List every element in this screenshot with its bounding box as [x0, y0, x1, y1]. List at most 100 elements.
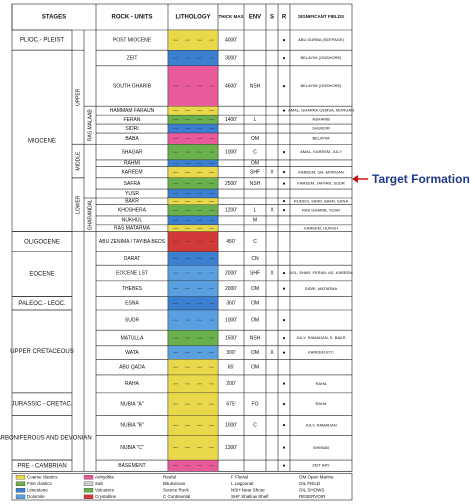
legend-label: Reefal: [163, 474, 176, 479]
rock-unit: DARAT: [124, 256, 141, 262]
legend-label: L Lagoonal: [231, 481, 253, 486]
environment: SHF: [250, 270, 260, 276]
substage-label: UPPER: [75, 88, 81, 106]
reservoir-symbol: ●: [282, 286, 285, 292]
source-symbol: X: [270, 170, 274, 176]
rock-unit: NUBIA "B": [120, 423, 144, 429]
rock-unit: NUBIA "A": [120, 401, 144, 407]
field-names: JULY, RAMADAN, S. BAKR: [296, 335, 345, 340]
legend-swatch: [15, 488, 26, 493]
legend-label: F Fluvial: [231, 474, 248, 479]
legend-swatch: [83, 475, 94, 480]
rock-unit: BASEMENT: [118, 463, 146, 469]
header-label: THICK MAX: [219, 14, 244, 19]
header-label: R: [282, 15, 287, 21]
thickness: 2000': [225, 286, 237, 292]
rock-unit: EOCENE LST: [116, 270, 148, 276]
reservoir-symbol: ●: [282, 270, 285, 276]
legend-label: RESERVOIR: [299, 494, 326, 499]
reservoir-symbol: ●: [282, 199, 285, 205]
rock-unit: HAMMAM FARAUN: [110, 108, 155, 114]
legend-swatch: [15, 494, 26, 499]
environment: OM: [251, 136, 259, 142]
field-names: KAREEM, HURGH: [304, 225, 338, 230]
legend-frame: [11, 472, 353, 501]
thickness: 1000': [225, 423, 237, 429]
thickness: 360': [226, 301, 235, 307]
reservoir-symbol: ●: [282, 335, 285, 341]
rock-unit: KAREEM: [121, 170, 142, 176]
header-label: LITHOLOGY: [176, 15, 211, 21]
thickness: 450': [226, 239, 235, 245]
thickness: 1000': [225, 149, 237, 155]
rock-unit: YUSR: [125, 191, 139, 197]
thickness: 1400': [225, 117, 237, 123]
reservoir-symbol: ●: [282, 317, 285, 323]
thickness: 1300': [225, 445, 237, 451]
stage-label: OLIGOCENE: [24, 239, 60, 245]
reservoir-symbol: ●: [282, 170, 285, 176]
header-label: ENV: [249, 15, 261, 21]
rock-unit: THEBES: [122, 286, 143, 292]
thickness: 2500': [225, 181, 237, 187]
environment: SHF: [250, 170, 260, 176]
legend-swatch: [15, 475, 26, 480]
rock-unit: ESNA: [125, 301, 139, 307]
rock-unit: RAS MATARMA: [114, 226, 151, 232]
environment: OM: [251, 286, 259, 292]
thickness: 200': [226, 381, 235, 387]
header-label: ROCK - UNITS: [112, 15, 153, 21]
field-names: ZEIT BAY: [312, 463, 330, 468]
environment: L: [254, 208, 257, 214]
rock-unit: FERAN: [124, 117, 141, 123]
reservoir-symbol: ●: [282, 350, 285, 356]
field-names: SHEBAB: [313, 445, 330, 450]
rock-unit: ZEIT: [127, 55, 138, 61]
legend-label: Bituminous: [163, 481, 186, 486]
environment: OM: [251, 301, 259, 307]
legend-swatch: [83, 488, 94, 493]
header-label: S: [270, 15, 274, 21]
thickness: 4000': [225, 37, 237, 43]
legend-swatch: [15, 481, 26, 486]
rock-unit: NUKHUL: [122, 218, 143, 224]
thickness: 4600': [225, 83, 237, 89]
legend-label: Limestone: [27, 487, 48, 492]
source-symbol: X: [270, 350, 274, 356]
header-label: STAGES: [42, 15, 66, 21]
reservoir-symbol: ●: [282, 37, 285, 43]
environment: NSH: [250, 83, 261, 89]
environment: C: [253, 239, 257, 245]
reservoir-symbol: ●: [282, 181, 285, 187]
reservoir-symbol: ●: [282, 55, 285, 61]
legend-label: Dolomite: [27, 494, 45, 499]
substage-label: LOWER: [75, 195, 81, 214]
field-names: JULY, RAMADAN: [305, 422, 336, 427]
thickness: 1200': [225, 208, 237, 214]
reservoir-symbol: ●: [282, 83, 285, 89]
rock-unit: BABA: [125, 136, 139, 142]
rock-unit: SIDRI: [125, 126, 138, 132]
environment: OM: [251, 317, 259, 323]
rock-unit: KHOSHERA: [118, 208, 147, 214]
rock-unit: SAFRA: [124, 181, 141, 187]
legend-label: Fine clastics: [27, 481, 53, 486]
field-names: AMAL, KAREEM, JULY: [300, 149, 342, 154]
environment: FO: [252, 401, 259, 407]
legend-swatch: [83, 494, 94, 499]
environment: CN: [251, 256, 259, 262]
field-names: AMAL, GHARRA GEMSA, MORGAN: [288, 108, 354, 113]
thickness: 3000': [225, 55, 237, 61]
annotation: Target Formation: [372, 172, 470, 186]
stage-label: UPPER CRETACEOUS: [10, 349, 74, 355]
rock-unit: SUDR: [125, 317, 140, 323]
environment: NSH: [250, 181, 261, 187]
field-names: KAREEM, JAFFAR, SUDR: [297, 181, 345, 186]
rock-unit: NUBIA "C": [120, 445, 144, 451]
stage-label: EOCENE: [29, 272, 54, 278]
thickness: 1500': [225, 335, 237, 341]
field-names: SHUKEIR: [312, 126, 330, 131]
source-symbol: X: [270, 270, 274, 276]
legend-label: Volcanics: [95, 487, 115, 492]
